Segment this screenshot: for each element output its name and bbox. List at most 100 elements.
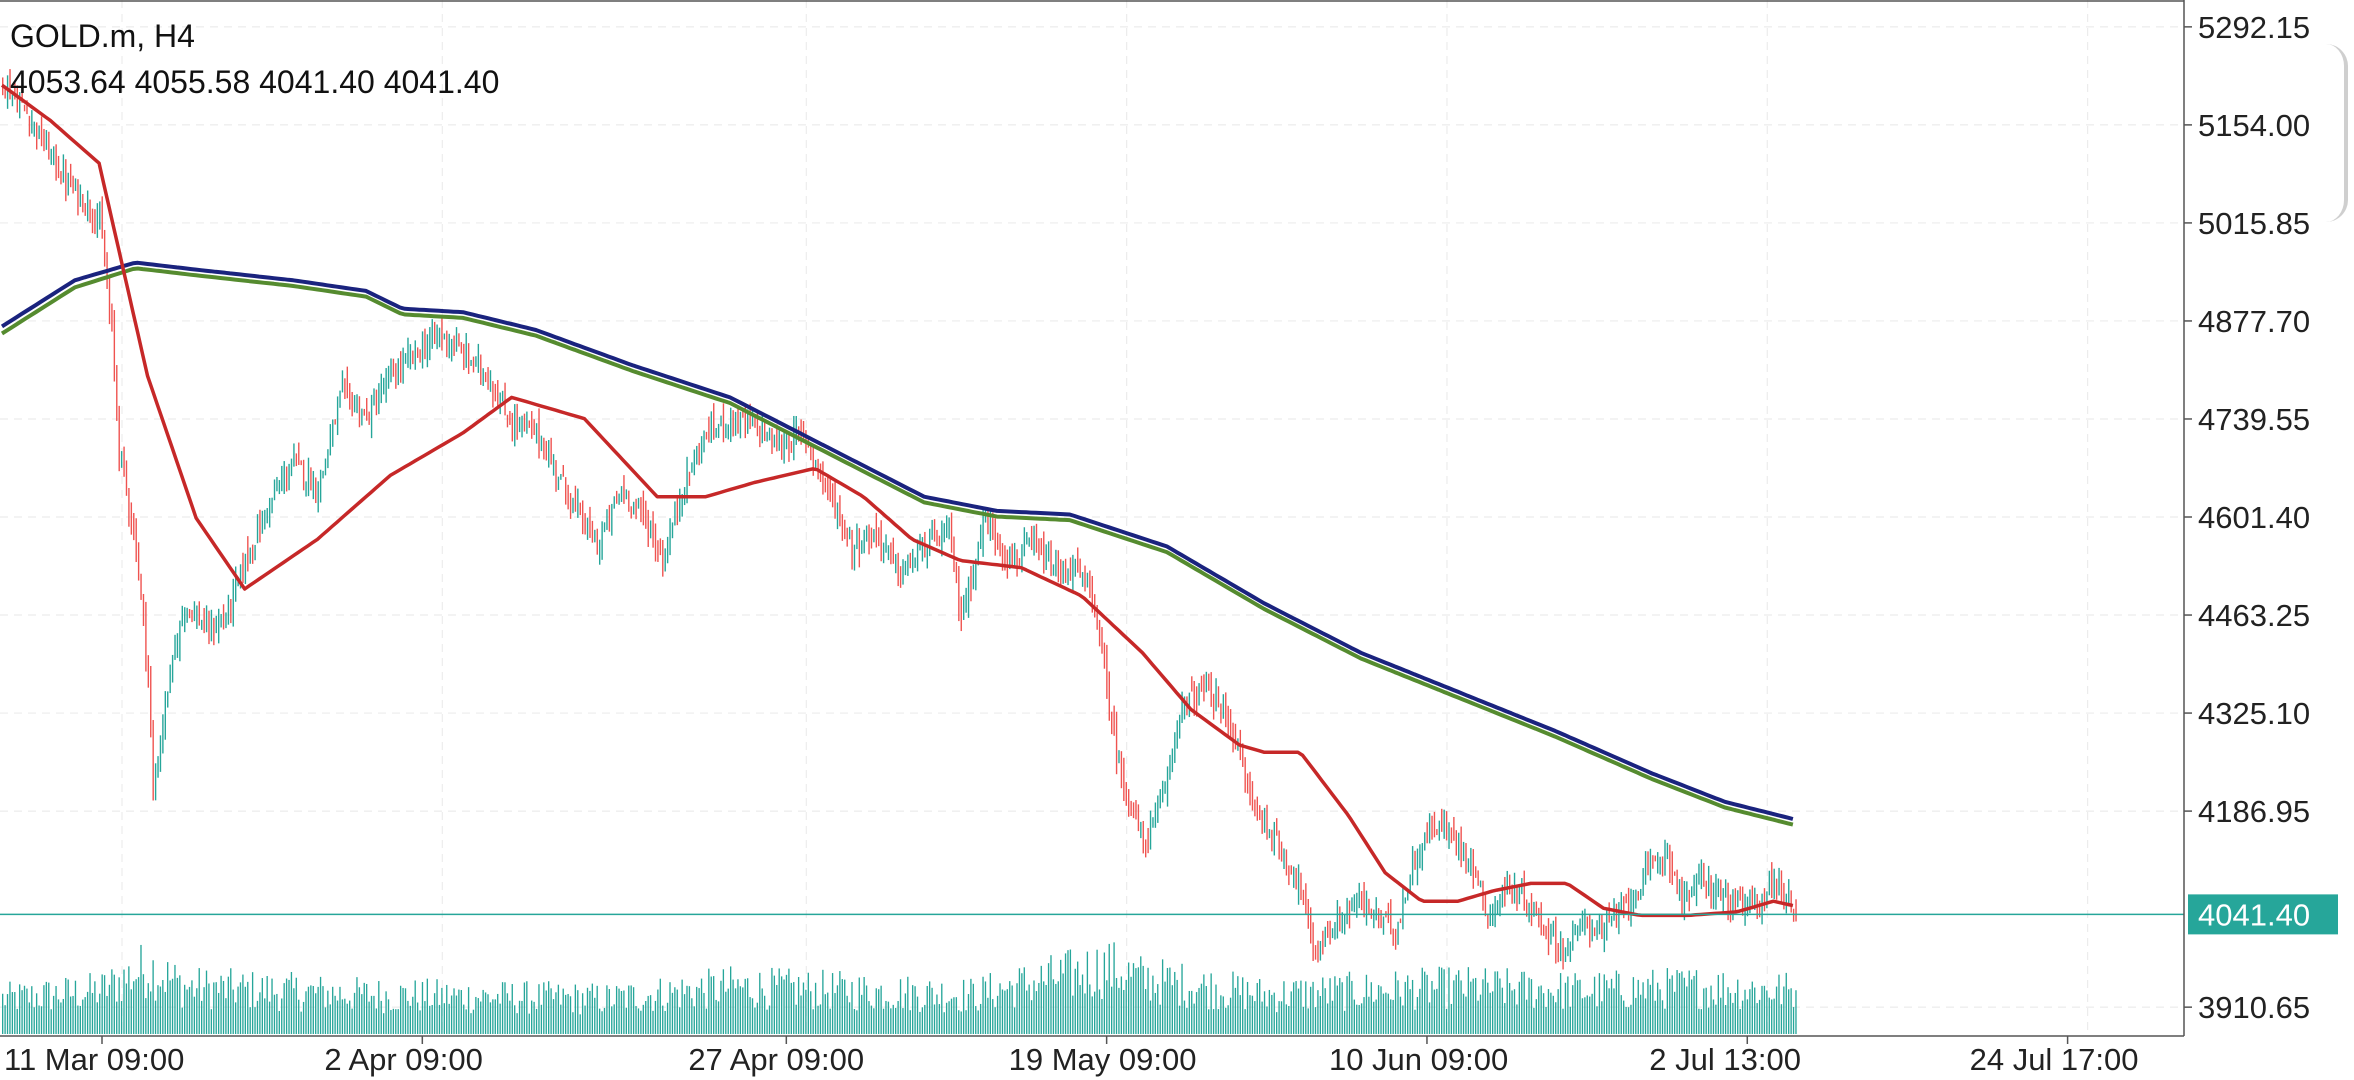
volume-bar	[1754, 987, 1756, 1034]
volume-bar	[256, 1000, 259, 1034]
volume-bar	[329, 1004, 331, 1034]
volume-bar	[572, 1012, 574, 1034]
volume-bar	[1673, 991, 1676, 1034]
volume-bar	[1559, 973, 1562, 1034]
volume-bar	[1215, 984, 1217, 1034]
volume-bar	[909, 1010, 911, 1034]
volume-bar	[936, 994, 938, 1034]
volume-bar	[1581, 998, 1584, 1034]
volume-bar	[361, 994, 363, 1034]
volume-bar	[1516, 1004, 1518, 1034]
volume-bar	[222, 980, 225, 1034]
volume-bar	[312, 986, 314, 1034]
volume-bar	[732, 979, 734, 1034]
volume-bar	[594, 997, 596, 1034]
volume-bar	[40, 1006, 43, 1034]
volume-bar	[220, 975, 222, 1034]
volume-bar	[564, 994, 567, 1034]
volume-bar	[518, 1000, 521, 1034]
volume-bar	[1246, 981, 1249, 1034]
volume-bar	[613, 1004, 615, 1034]
volume-bar	[1450, 1003, 1453, 1034]
volume-bar	[419, 1010, 421, 1034]
volume-bar	[77, 1005, 79, 1034]
volume-bar	[1365, 974, 1368, 1034]
volume-bar	[591, 983, 594, 1034]
volume-bar	[880, 985, 882, 1034]
volume-bar	[1790, 988, 1792, 1034]
volume-bar	[785, 974, 788, 1034]
volume-bar	[1705, 987, 1707, 1034]
volume-bar	[1557, 989, 1559, 1034]
volume-bar	[89, 973, 91, 1034]
volume-bar	[1120, 976, 1123, 1034]
scroll-indicator[interactable]	[2326, 44, 2348, 222]
volume-bar	[140, 944, 142, 1034]
volume-bar	[1586, 995, 1588, 1034]
volume-bar	[1385, 992, 1387, 1034]
volume-bar	[1079, 985, 1081, 1034]
volume-bar	[91, 992, 94, 1034]
volume-bar	[1089, 984, 1091, 1034]
volume-bar	[1280, 1001, 1283, 1034]
volume-bar	[1623, 1000, 1625, 1034]
volume-bar	[9, 981, 11, 1034]
volume-bar	[1144, 989, 1147, 1034]
volume-bar	[18, 984, 21, 1034]
volume-bar	[1399, 996, 1402, 1034]
volume-bar	[385, 991, 387, 1034]
grid-lines	[0, 0, 2184, 1036]
volume-bar	[674, 987, 676, 1034]
volume-bar	[1404, 981, 1406, 1034]
volume-bar	[336, 1000, 339, 1034]
volume-bar	[1474, 977, 1477, 1034]
volume-bar	[628, 985, 630, 1034]
volume-bar	[103, 975, 106, 1034]
volume-bar	[1482, 979, 1484, 1034]
volume-bar	[1229, 997, 1232, 1034]
volume-bar	[1251, 995, 1254, 1034]
volume-bar	[1256, 983, 1258, 1034]
volume-bar	[111, 969, 113, 1034]
volume-bar	[1285, 1004, 1288, 1034]
volume-bar	[746, 978, 749, 1034]
volume-bar	[16, 1008, 18, 1034]
current-price-label-box	[2188, 894, 2338, 935]
volume-bar	[1465, 996, 1467, 1034]
volume-bar	[1795, 990, 1797, 1034]
volume-bar	[1373, 1001, 1375, 1034]
volume-bar	[982, 976, 984, 1034]
volume-bar	[1734, 992, 1736, 1034]
volume-bar	[407, 1000, 409, 1034]
volume-bar	[1644, 998, 1647, 1034]
volume-bar	[1540, 985, 1542, 1034]
volume-bar	[848, 1002, 851, 1034]
volume-bar	[603, 1007, 606, 1034]
volume-bar	[654, 1000, 657, 1034]
volume-bar	[1103, 952, 1106, 1034]
volume-bar	[499, 1003, 501, 1034]
volume-bar	[994, 1007, 996, 1034]
volume-bar	[1678, 973, 1681, 1034]
volume-bar	[955, 997, 958, 1034]
volume-bar	[159, 986, 162, 1034]
volume-bar	[264, 998, 266, 1034]
volume-bar	[55, 986, 57, 1034]
volume-bar	[1698, 1008, 1700, 1034]
x-tick-label: 2 Jul 13:00	[1649, 1042, 1801, 1077]
x-tick-label: 2 Apr 09:00	[324, 1042, 483, 1077]
volume-bar	[1424, 971, 1426, 1034]
volume-bar	[720, 980, 722, 1034]
volume-bar	[1768, 997, 1770, 1034]
volume-bar	[1654, 1000, 1656, 1034]
volume-bar	[373, 995, 375, 1034]
volume-bar	[1382, 993, 1385, 1034]
volume-bar	[846, 995, 848, 1034]
volume-bar	[1091, 996, 1093, 1034]
volume-bar	[208, 983, 210, 1034]
volume-bar	[1494, 971, 1496, 1034]
volume-bar	[1683, 977, 1686, 1034]
volume-bar	[1732, 1002, 1734, 1034]
